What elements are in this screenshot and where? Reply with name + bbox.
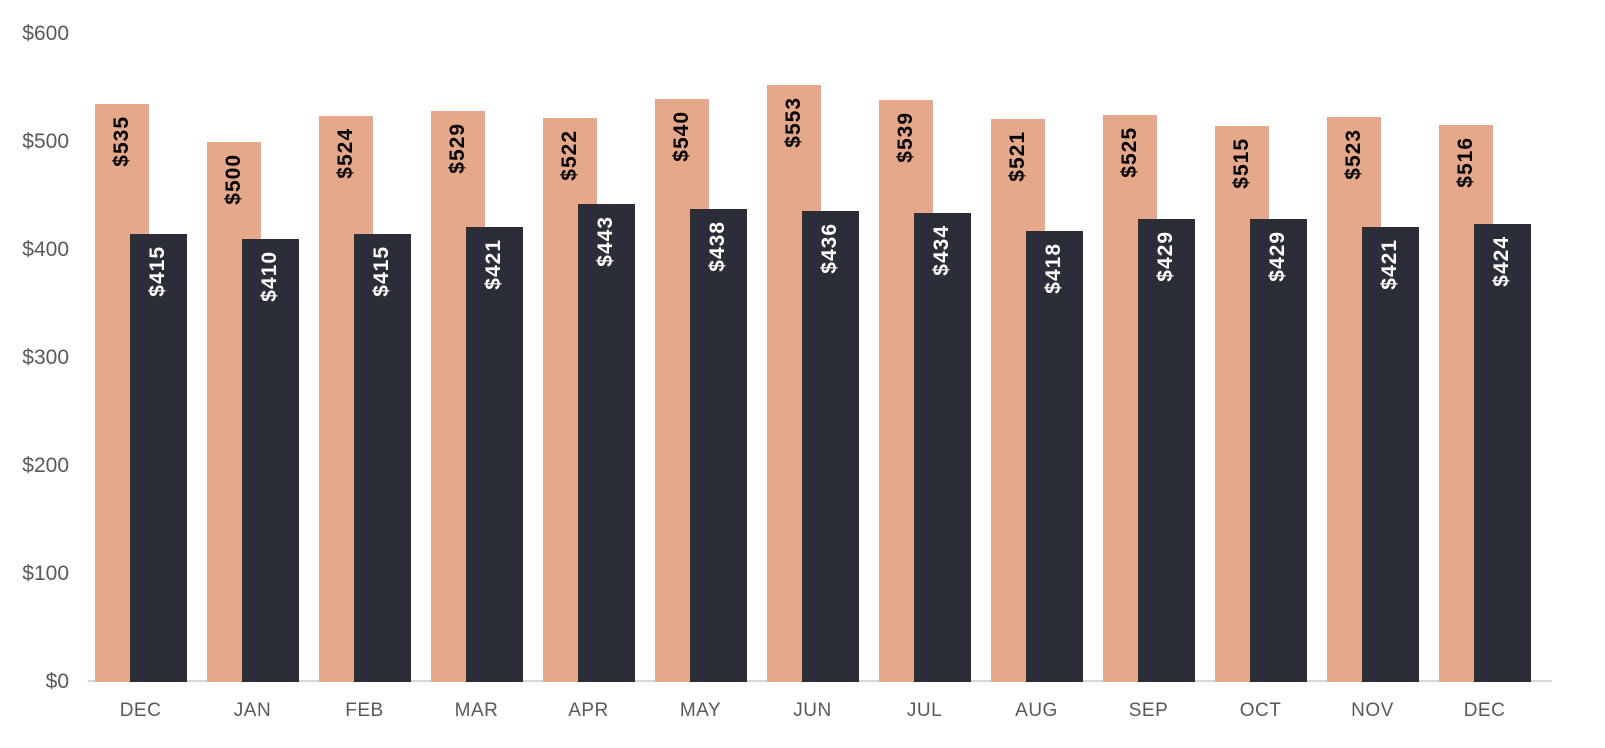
- orange-bar-value-label: $525: [1117, 127, 1141, 178]
- bar-group: $521 $418: [991, 34, 1103, 682]
- dark-bar-value-label: $421: [482, 239, 506, 291]
- dark-bar: $421: [465, 227, 523, 682]
- dark-bar: $418: [1025, 230, 1083, 682]
- month-label: MAY: [679, 700, 722, 721]
- month-label: DEC: [119, 700, 162, 721]
- orange-bar-value-label: $540: [669, 110, 693, 162]
- month-label: OCT: [1239, 700, 1282, 721]
- orange-bar-value-label: $535: [109, 116, 133, 167]
- dark-bar-value-label: $415: [146, 245, 170, 297]
- y-tick-label: $300: [22, 346, 69, 369]
- orange-bar-value-label: $521: [1005, 131, 1029, 183]
- dark-bar: $443: [577, 203, 635, 682]
- dark-bar: $434: [913, 213, 971, 682]
- bar-group: $539 $434: [879, 34, 991, 682]
- bar-group: $515 $429: [1215, 34, 1327, 682]
- y-tick-label: $500: [22, 130, 69, 153]
- dark-bar: $415: [129, 233, 187, 682]
- dark-bar: $415: [353, 233, 411, 682]
- bar-group: $529 $421: [431, 34, 543, 682]
- month-label: DEC: [1463, 700, 1506, 721]
- y-axis: $600 $500 $400 $300 $200 $100 $0: [0, 0, 75, 748]
- dark-bar-value-label: $429: [1154, 230, 1178, 282]
- orange-bar-value-label: $529: [445, 122, 469, 174]
- dark-bar: $438: [689, 208, 747, 682]
- orange-bar-value-label: $515: [1229, 137, 1253, 189]
- orange-bar-value-label: $523: [1341, 129, 1365, 180]
- y-tick-label: $400: [22, 238, 69, 261]
- month-label: FEB: [345, 700, 384, 721]
- month-label: SEP: [1128, 700, 1169, 721]
- orange-bar-value-label: $522: [557, 130, 581, 181]
- dark-bar-value-label: $410: [258, 251, 282, 302]
- bar-group: $522 $443: [543, 34, 655, 682]
- dark-bar-value-label: $415: [370, 245, 394, 297]
- orange-bar-value-label: $539: [893, 111, 917, 163]
- dark-bar: $429: [1249, 218, 1307, 682]
- month-label: MAR: [454, 700, 499, 721]
- orange-bar-value-label: $516: [1453, 136, 1477, 188]
- dark-bar-value-label: $438: [706, 220, 730, 272]
- month-label: JAN: [233, 700, 272, 721]
- y-tick-label: $600: [22, 22, 69, 45]
- dark-bar-value-label: $418: [1042, 242, 1066, 294]
- dark-bar: $424: [1473, 224, 1531, 682]
- bar-group: $540 $438: [655, 34, 767, 682]
- bar-group: $516 $424: [1439, 34, 1551, 682]
- month-label: NOV: [1351, 700, 1394, 721]
- orange-bar-value-label: $524: [333, 128, 357, 179]
- dark-bar: $436: [801, 211, 859, 682]
- orange-bar-value-label: $553: [781, 96, 805, 148]
- bar-group: $523 $421: [1327, 34, 1439, 682]
- bar-group: $553 $436: [767, 34, 879, 682]
- x-axis: DEC JAN FEB MAR APR MAY JUN JUL AUG SEP OCT NOV DEC: [95, 700, 1551, 722]
- y-tick-label: $200: [22, 454, 69, 477]
- dark-bar-value-label: $443: [594, 215, 618, 267]
- month-label: AUG: [1015, 700, 1058, 721]
- dark-bar-value-label: $424: [1490, 236, 1514, 287]
- bar-group: $535 $415: [95, 34, 207, 682]
- dark-bar: $429: [1137, 218, 1195, 682]
- month-label: JUN: [793, 700, 832, 721]
- bar-group: $524 $415: [319, 34, 431, 682]
- dark-bar-value-label: $429: [1266, 230, 1290, 282]
- month-label: JUL: [906, 700, 943, 721]
- dark-bar: $421: [1361, 227, 1419, 682]
- plot-area: $535 $415 $500 $410 $524 $415 $529 $421 $522 $443…: [95, 34, 1551, 682]
- month-label: APR: [568, 700, 609, 721]
- bar-group: $525 $429: [1103, 34, 1215, 682]
- dark-bar-value-label: $421: [1378, 239, 1402, 291]
- dark-bar-value-label: $436: [818, 223, 842, 274]
- y-tick-label: $100: [22, 562, 69, 585]
- dark-bar-value-label: $434: [930, 225, 954, 276]
- bar-group: $500 $410: [207, 34, 319, 682]
- y-tick-label: $0: [45, 670, 69, 693]
- orange-bar-value-label: $500: [221, 154, 245, 205]
- dark-bar: $410: [241, 239, 299, 682]
